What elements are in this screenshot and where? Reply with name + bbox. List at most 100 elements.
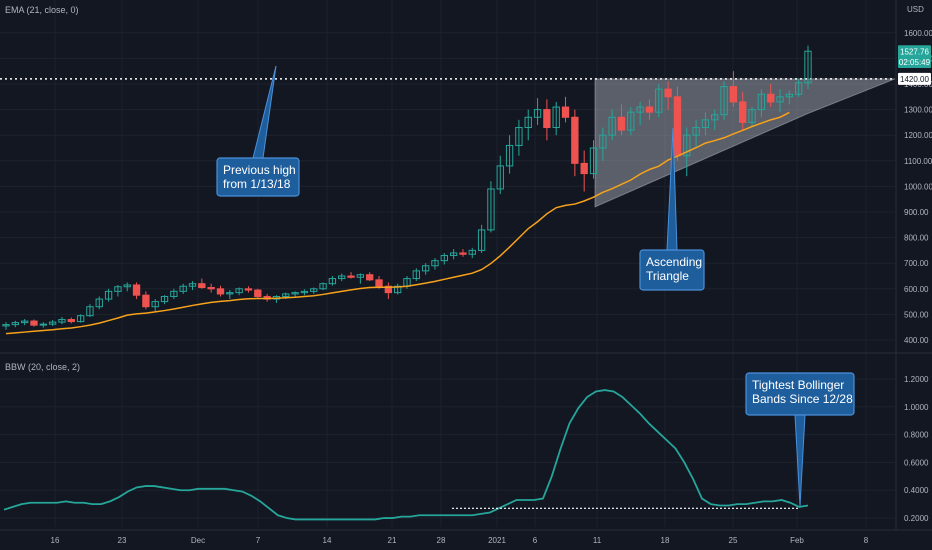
tightest-bollinger-callout-text: Bands Since 12/28	[752, 392, 853, 406]
candle-body	[58, 319, 66, 323]
candle-body	[188, 283, 197, 287]
bbw-tick-label: 1.2000	[904, 375, 929, 384]
previous-high-callout-text: Previous high	[223, 163, 296, 177]
candle-body	[487, 188, 495, 231]
candle-body	[198, 283, 206, 289]
price-tick-label: 1100.00	[904, 157, 932, 166]
candle-body	[757, 93, 766, 111]
candle-body	[384, 285, 393, 294]
candle-body	[673, 96, 682, 157]
candle-body	[319, 283, 327, 290]
time-tick-label: 28	[437, 536, 446, 545]
candle-body	[589, 147, 598, 175]
bbw-tick-label: 0.6000	[904, 458, 929, 467]
candle-body	[254, 289, 262, 297]
time-tick-label: 16	[51, 536, 60, 545]
candle-body	[104, 290, 113, 300]
candle-body	[580, 162, 588, 175]
ascending-triangle-callout-text: Triangle	[646, 269, 689, 283]
bbw-tick-label: 1.0000	[904, 403, 929, 412]
candle-body	[720, 86, 728, 116]
level-price-label: 1420.00	[900, 75, 929, 84]
tightest-bollinger-callout-box	[745, 372, 855, 416]
candle-body	[2, 324, 10, 327]
candle-body	[142, 294, 150, 308]
candle-body	[235, 288, 243, 294]
price-tick-label: 1200.00	[904, 131, 932, 140]
candle-body	[431, 260, 439, 267]
ema-indicator-label[interactable]: EMA (21, close, 0)	[5, 5, 79, 15]
candle-body	[785, 93, 794, 98]
candle-body	[300, 290, 309, 294]
candle-body	[11, 322, 19, 326]
last-price-label-bg	[898, 45, 931, 58]
candle-body	[179, 285, 187, 292]
candle-body	[655, 88, 663, 113]
candle-body	[291, 292, 299, 295]
price-tick-label: 700.00	[904, 259, 929, 268]
candle-body	[701, 119, 710, 129]
candle-body	[160, 295, 169, 303]
candle-body	[524, 116, 532, 129]
candle-body	[375, 279, 383, 287]
tightest-bollinger-callout-text: Tightest Bollinger	[752, 378, 844, 392]
candle-body	[459, 252, 467, 255]
price-tick-label: 600.00	[904, 285, 929, 294]
candle-body	[338, 275, 346, 280]
candle-body	[76, 315, 85, 323]
candle-body	[571, 116, 579, 164]
candle-body	[440, 255, 448, 262]
bbw-indicator-label[interactable]: BBW (20, close, 2)	[5, 362, 81, 372]
time-tick-label: 14	[323, 536, 332, 545]
ascending-triangle-shape	[594, 78, 896, 208]
time-tick-label: 7	[256, 536, 261, 545]
bbw-tick-label: 0.2000	[904, 514, 929, 523]
candle-body	[608, 116, 616, 136]
time-tick-label: 6	[533, 536, 538, 545]
previous-high-callout-box	[216, 157, 300, 197]
price-tick-label: 400.00	[904, 336, 929, 345]
countdown-label: 02:05:49	[899, 58, 931, 67]
candle-body	[767, 93, 775, 103]
candle-body	[636, 106, 644, 113]
candle-body	[477, 229, 486, 251]
bbw-line	[3, 389, 809, 521]
candle-body	[748, 109, 756, 123]
candle-body	[804, 50, 812, 84]
candle-body	[86, 306, 94, 317]
candle-body	[627, 111, 635, 131]
candle-body	[67, 319, 75, 323]
ascending-triangle-callout-text: Ascending	[646, 255, 702, 269]
candle-body	[114, 286, 122, 292]
candle-body	[599, 134, 607, 149]
time-tick-label: 8	[864, 536, 869, 545]
currency-label: USD	[907, 5, 924, 14]
ascending-triangle-callout-box	[639, 249, 705, 291]
time-tick-label: 11	[593, 536, 602, 545]
time-tick-label: 21	[388, 536, 397, 545]
candle-body	[515, 127, 523, 146]
candle-body	[282, 293, 290, 297]
candle-body	[347, 275, 355, 278]
candle-body	[207, 287, 215, 290]
time-tick-label: Dec	[191, 536, 205, 545]
candle-body	[505, 144, 514, 167]
candle-body	[552, 106, 560, 129]
candle-body	[683, 134, 691, 157]
candle-body	[39, 323, 47, 326]
candle-body	[123, 284, 131, 288]
candle-body	[449, 252, 458, 257]
price-tick-label: 1300.00	[904, 106, 932, 115]
candle-body	[795, 82, 803, 95]
candle-body	[226, 292, 234, 295]
bbw-tick-label: 0.4000	[904, 486, 929, 495]
candle-body	[729, 86, 738, 103]
price-tick-label: 900.00	[904, 208, 929, 217]
countdown-label-bg	[898, 55, 931, 68]
candle-body	[468, 249, 476, 255]
candle-body	[496, 165, 504, 190]
candle-body	[543, 109, 551, 129]
